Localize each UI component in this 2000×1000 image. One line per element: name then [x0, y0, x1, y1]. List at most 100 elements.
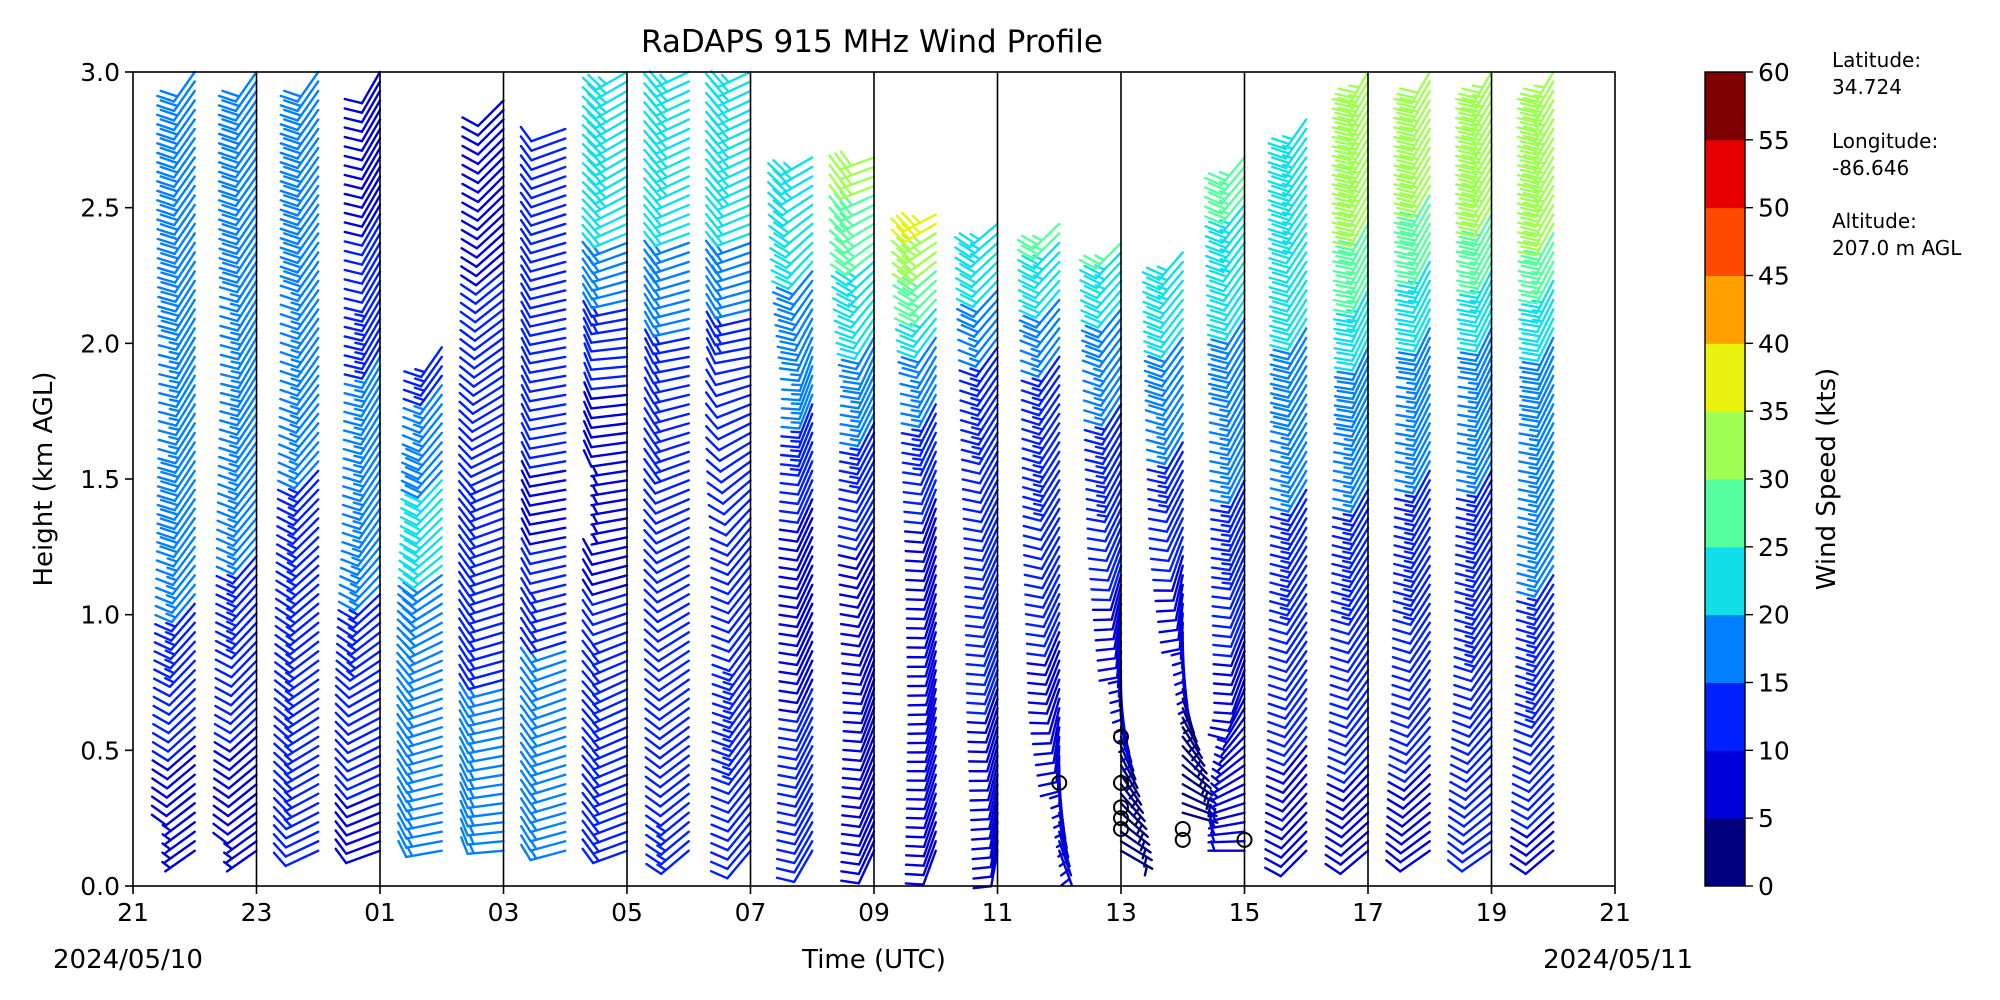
wind-barb [1385, 840, 1431, 864]
wind-barb [907, 697, 937, 735]
wind-barb [969, 764, 999, 802]
wind-barb [1457, 365, 1493, 401]
wind-barb [582, 439, 629, 459]
wind-barb [272, 840, 320, 858]
wind-barb [842, 669, 876, 706]
wind-barb [1019, 336, 1061, 369]
wind-barb [1203, 165, 1246, 196]
wind-barb [334, 783, 382, 800]
wind-barb [1207, 707, 1246, 741]
wind-barb [459, 772, 505, 791]
wind-barb [150, 802, 196, 827]
wind-barb [1333, 412, 1370, 448]
wind-barb [1269, 507, 1308, 542]
wind-barb [272, 849, 320, 868]
wind-barb [840, 811, 876, 847]
wind-barb [643, 427, 690, 445]
wind-barb [964, 602, 999, 639]
wind-barb [583, 400, 629, 420]
wind-barb [775, 840, 814, 874]
wind-barb [341, 479, 382, 512]
wind-barb [215, 517, 258, 548]
wind-barb [1027, 678, 1061, 715]
wind-barb [273, 659, 320, 684]
wind-barb [219, 317, 258, 351]
wind-barb [218, 222, 258, 256]
wind-barb [1455, 194, 1493, 228]
wind-barb [1457, 336, 1493, 372]
wind-barb [1331, 175, 1370, 209]
wind-barb [705, 450, 752, 473]
wind-barb [1516, 574, 1555, 608]
wind-barb [590, 503, 629, 517]
wind-barb [153, 650, 196, 679]
wind-barb [157, 393, 196, 427]
wind-barb [1083, 393, 1123, 427]
wind-barb [581, 819, 629, 837]
wind-barb [157, 431, 196, 465]
wind-barb [1388, 726, 1431, 756]
wind-barb [398, 545, 443, 572]
wind-barb [963, 526, 999, 562]
colorbar-tick-label: 20 [1758, 601, 1790, 630]
wind-barb [219, 374, 258, 408]
wind-barb [401, 431, 443, 462]
wind-barb [768, 222, 814, 249]
wind-barb [1080, 298, 1123, 329]
wind-barb [1395, 384, 1431, 419]
wind-barb [1205, 251, 1246, 283]
wind-barb [279, 374, 320, 407]
wind-barb [1457, 374, 1493, 410]
wind-barb [1456, 393, 1493, 429]
wind-barb [769, 232, 814, 259]
wind-barb [645, 849, 690, 876]
wind-barb [777, 726, 814, 761]
wind-barb [838, 460, 876, 495]
wind-barb [704, 391, 752, 409]
wind-barb [1391, 631, 1431, 664]
wind-barb [343, 279, 382, 314]
latitude-label: Latitude: [1832, 48, 1921, 72]
wind-barb [458, 422, 505, 442]
wind-barb [643, 447, 690, 465]
wind-barb [520, 300, 567, 319]
wind-barb [343, 355, 382, 390]
wind-barb [903, 479, 937, 515]
wind-barb [778, 336, 814, 372]
wind-barb [1148, 517, 1184, 553]
calm-wind-marker [1051, 774, 1068, 791]
wind-barb [279, 241, 320, 274]
wind-barb [402, 393, 443, 425]
wind-barb [778, 688, 814, 724]
wind-barb [1453, 640, 1493, 673]
wind-barb [1457, 346, 1493, 382]
wind-barb [1392, 555, 1431, 589]
wind-barb [218, 422, 258, 455]
wind-barb [777, 327, 814, 362]
wind-barb [520, 355, 567, 374]
wind-barb [458, 431, 505, 451]
wind-barb [710, 555, 752, 586]
wind-barb [971, 821, 999, 861]
wind-barb [778, 640, 814, 676]
wind-barb [1208, 412, 1246, 447]
wind-barb [644, 745, 690, 770]
wind-barb [907, 678, 937, 717]
wind-barb [1267, 678, 1308, 711]
wind-barb [1264, 840, 1308, 868]
wind-barb [1332, 241, 1370, 276]
wind-barb [1146, 441, 1184, 475]
wind-barb [342, 431, 382, 465]
wind-barb [278, 412, 320, 444]
wind-barb [1393, 213, 1431, 248]
wind-barb [520, 441, 567, 460]
wind-barb [710, 802, 752, 833]
wind-barb [1453, 612, 1493, 645]
wind-barb [277, 441, 320, 472]
wind-barb [457, 524, 505, 542]
wind-barb [644, 773, 690, 799]
wind-barb [279, 165, 320, 198]
wind-barb [273, 688, 320, 711]
wind-barb [1022, 479, 1061, 513]
wind-barb [1269, 498, 1308, 532]
